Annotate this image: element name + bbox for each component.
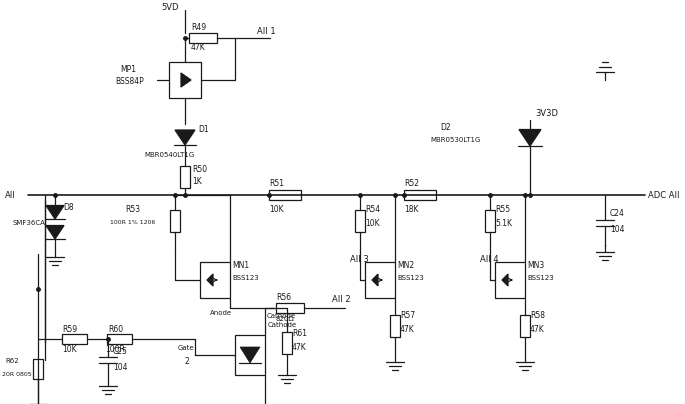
Text: AII 2: AII 2 bbox=[332, 295, 351, 305]
Text: BSS123: BSS123 bbox=[232, 275, 259, 281]
Text: 5VD: 5VD bbox=[161, 4, 179, 13]
Polygon shape bbox=[502, 274, 508, 286]
Text: 1K: 1K bbox=[192, 177, 202, 187]
Text: R51: R51 bbox=[269, 179, 284, 187]
Text: AII 4: AII 4 bbox=[480, 255, 499, 265]
Polygon shape bbox=[372, 274, 378, 286]
Text: R49: R49 bbox=[191, 23, 206, 32]
Text: 2: 2 bbox=[185, 358, 190, 366]
Text: R57: R57 bbox=[400, 311, 415, 320]
Bar bbox=[180, 166, 190, 188]
Text: BSS84P: BSS84P bbox=[115, 78, 144, 86]
Text: MBR0530LT1G: MBR0530LT1G bbox=[430, 137, 480, 143]
Text: 10K: 10K bbox=[269, 204, 284, 213]
Bar bbox=[269, 190, 301, 200]
Bar bbox=[404, 190, 436, 200]
Bar bbox=[485, 210, 495, 232]
Polygon shape bbox=[181, 73, 191, 87]
Bar bbox=[282, 332, 292, 354]
Text: MN3: MN3 bbox=[527, 261, 545, 271]
Text: BSS123: BSS123 bbox=[527, 275, 553, 281]
Bar bbox=[189, 33, 217, 43]
Text: 100R 1% 1206: 100R 1% 1206 bbox=[110, 221, 155, 225]
Text: MN2: MN2 bbox=[397, 261, 414, 271]
Text: 104: 104 bbox=[113, 362, 127, 372]
Bar bbox=[62, 334, 88, 344]
Text: R59: R59 bbox=[62, 324, 77, 333]
Bar bbox=[169, 62, 201, 98]
Text: R61: R61 bbox=[292, 328, 307, 337]
Text: 47K: 47K bbox=[400, 326, 414, 335]
Bar bbox=[355, 210, 365, 232]
Text: MP1: MP1 bbox=[120, 65, 136, 74]
Text: R50: R50 bbox=[192, 164, 207, 173]
Text: 104: 104 bbox=[610, 225, 625, 234]
Text: MN1: MN1 bbox=[232, 261, 249, 271]
Bar bbox=[520, 315, 530, 337]
Text: 47K: 47K bbox=[191, 42, 205, 51]
Text: R52: R52 bbox=[404, 179, 419, 187]
Bar bbox=[108, 334, 132, 344]
Bar bbox=[235, 335, 265, 375]
Text: D8: D8 bbox=[63, 202, 73, 212]
Polygon shape bbox=[207, 274, 213, 286]
Text: MBR0540LT1G: MBR0540LT1G bbox=[145, 152, 195, 158]
Bar bbox=[33, 359, 43, 379]
Text: D2: D2 bbox=[440, 122, 451, 131]
Text: AII: AII bbox=[5, 191, 16, 200]
Text: R55: R55 bbox=[495, 204, 510, 213]
Text: C25: C25 bbox=[113, 347, 128, 356]
Text: 47K: 47K bbox=[530, 326, 545, 335]
Polygon shape bbox=[46, 225, 64, 239]
Bar bbox=[495, 262, 525, 298]
Polygon shape bbox=[175, 130, 195, 145]
Text: Cathode: Cathode bbox=[267, 313, 296, 319]
Text: 10K: 10K bbox=[62, 345, 77, 354]
Text: D1: D1 bbox=[198, 126, 209, 135]
Text: Anode: Anode bbox=[210, 310, 232, 316]
Bar bbox=[276, 303, 304, 313]
Polygon shape bbox=[46, 206, 64, 219]
Text: 47K: 47K bbox=[292, 343, 307, 351]
Text: Cathode: Cathode bbox=[268, 322, 297, 328]
Text: BSS123: BSS123 bbox=[397, 275, 424, 281]
Text: C24: C24 bbox=[610, 208, 625, 217]
Polygon shape bbox=[240, 347, 260, 363]
Text: AII 1: AII 1 bbox=[257, 27, 275, 36]
Bar bbox=[365, 262, 395, 298]
Text: ADC AII: ADC AII bbox=[648, 191, 680, 200]
Text: SMF36CA: SMF36CA bbox=[13, 220, 46, 226]
Text: R56: R56 bbox=[276, 292, 291, 301]
Text: R53: R53 bbox=[125, 204, 140, 213]
Bar bbox=[170, 210, 180, 232]
Text: Gate: Gate bbox=[178, 345, 195, 351]
Text: 10K: 10K bbox=[365, 219, 379, 227]
Text: AII 3: AII 3 bbox=[350, 255, 369, 265]
Bar bbox=[200, 262, 230, 298]
Text: 820Ω: 820Ω bbox=[276, 316, 295, 322]
Polygon shape bbox=[519, 130, 541, 146]
Text: R60: R60 bbox=[108, 324, 123, 333]
Bar bbox=[390, 315, 400, 337]
Text: 18K: 18K bbox=[404, 204, 419, 213]
Text: R58: R58 bbox=[530, 311, 545, 320]
Text: 20R 0805: 20R 0805 bbox=[2, 372, 32, 377]
Text: R62: R62 bbox=[5, 358, 18, 364]
Text: 5.1K: 5.1K bbox=[495, 219, 512, 227]
Text: R54: R54 bbox=[365, 204, 380, 213]
Text: 100R: 100R bbox=[105, 345, 125, 354]
Text: 3V3D: 3V3D bbox=[535, 109, 558, 118]
